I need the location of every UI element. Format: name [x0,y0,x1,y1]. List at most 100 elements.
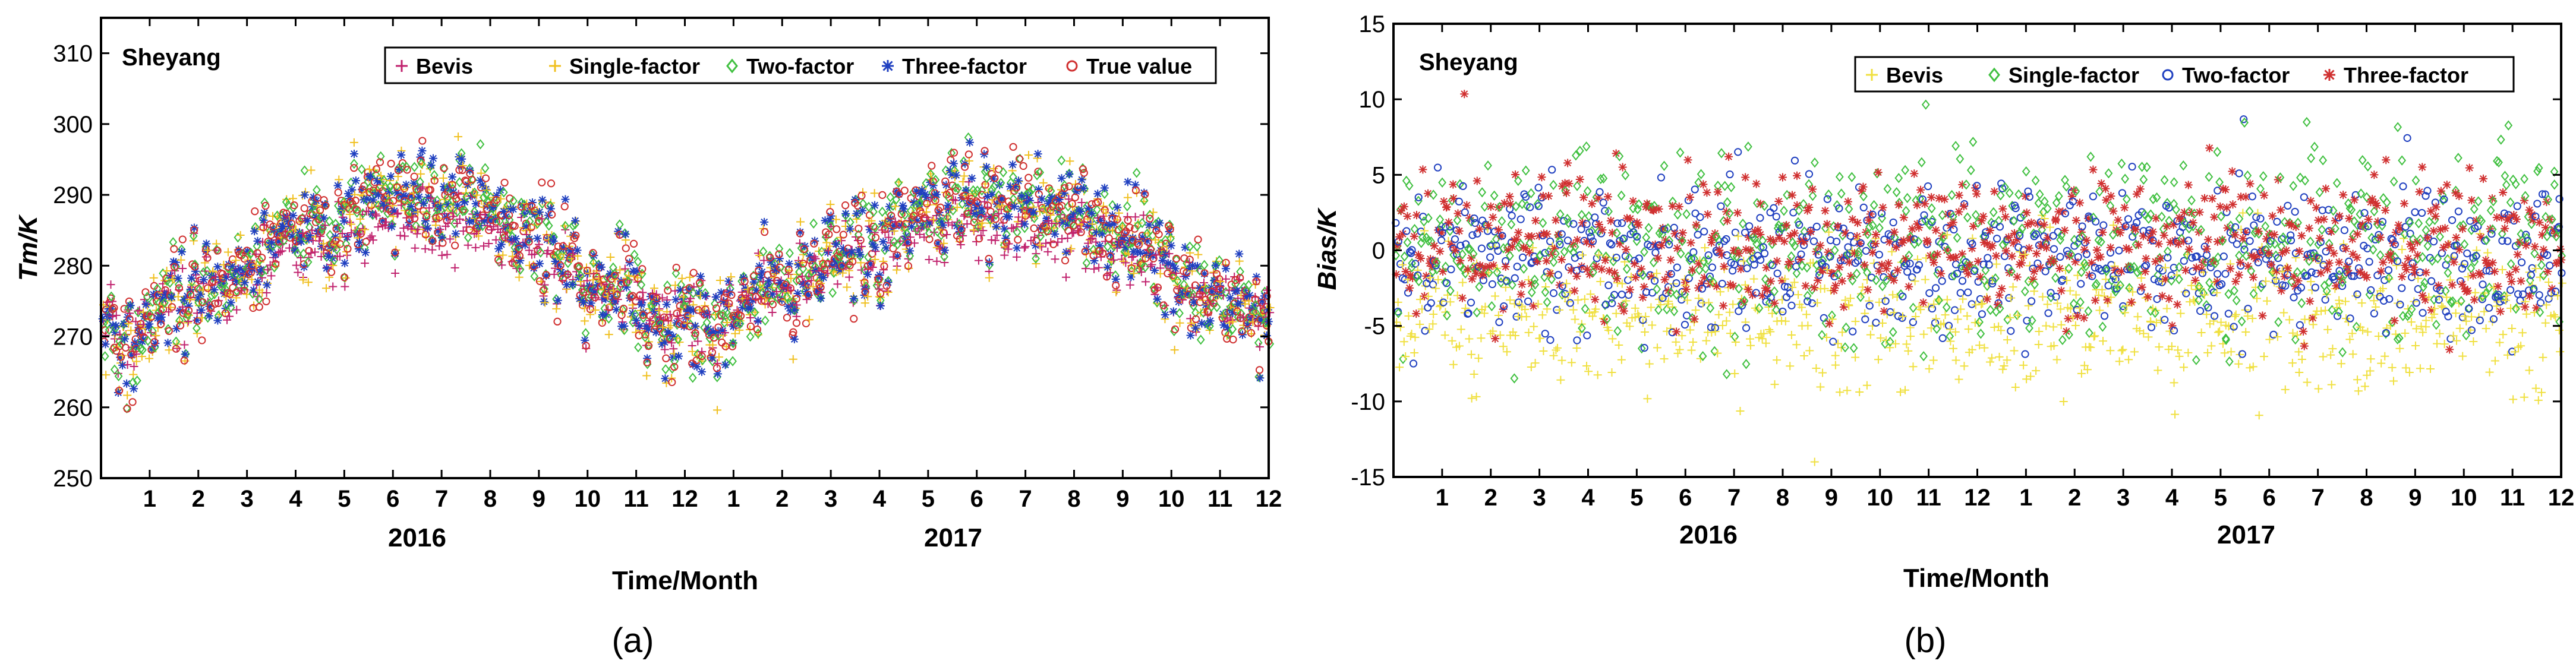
data-point [1822,333,1831,342]
data-point [1826,252,1834,261]
data-point [1793,171,1802,180]
data-point [1657,173,1666,182]
data-point [1252,273,1261,282]
data-point [910,198,919,207]
data-point [1749,274,1758,283]
data-point [1216,277,1225,286]
data-point [169,237,178,248]
data-point [376,177,384,186]
data-point [1678,229,1687,238]
data-point [1449,194,1458,203]
data-point [1155,230,1163,239]
data-point [827,211,835,220]
data-point [1694,230,1702,239]
data-point [358,224,367,233]
data-point [809,282,818,291]
data-point [459,206,467,217]
data-point [568,242,576,251]
data-point [261,201,270,210]
data-point [171,258,180,267]
data-point [1965,260,1974,269]
data-point [1635,199,1643,210]
data-point [1257,316,1266,325]
data-point [132,357,141,366]
data-point [589,257,598,268]
data-point [397,150,406,159]
data-point [645,316,654,325]
data-point [825,217,834,229]
data-point [458,154,466,163]
data-point [1184,290,1193,299]
data-point [366,172,375,181]
data-point [1494,225,1503,234]
data-point [893,252,902,261]
data-point [738,303,747,312]
data-point [525,235,534,244]
data-point [1703,210,1712,219]
data-point [1792,340,1801,349]
data-point [401,232,409,241]
data-point [112,321,121,330]
data-point [1496,331,1505,340]
data-point [1847,172,1856,182]
data-point [1855,249,1863,261]
data-point [155,298,163,308]
data-point [952,170,961,179]
data-point [1561,289,1569,298]
data-point [1725,308,1734,317]
data-point [1604,326,1613,335]
data-point [670,363,679,371]
data-point [1810,283,1819,292]
data-point [1818,330,1826,340]
data-point [1399,202,1408,211]
data-point [1708,263,1717,271]
data-point [125,315,134,323]
data-point [938,220,947,229]
data-point [910,239,919,248]
data-point [1819,266,1828,275]
data-point [1680,289,1689,300]
data-point [1849,327,1857,336]
data-point [1683,156,1692,165]
data-point [1727,182,1736,192]
data-point [1707,328,1716,337]
data-point [478,181,487,189]
data-point [1901,165,1909,175]
data-point [759,256,768,265]
data-point [515,252,524,260]
data-point [1735,249,1743,258]
data-point [1061,256,1070,265]
data-point [860,299,869,308]
data-point [1816,241,1825,250]
data-point [1256,342,1265,351]
data-point [752,286,761,295]
data-point [1563,213,1572,225]
data-point [1494,203,1503,212]
data-point [786,248,794,258]
data-point [792,275,801,286]
data-point [1954,207,1963,216]
data-point [630,249,639,260]
data-point [1588,200,1597,208]
data-point [1893,266,1902,274]
data-point [340,258,349,267]
data-point [1899,236,1908,245]
data-point [1909,302,1918,313]
data-point [1910,277,1919,286]
data-point [1889,276,1898,285]
data-point [421,244,430,253]
data-point [1625,252,1634,263]
data-point [1087,209,1096,218]
data-point [1188,261,1197,270]
data-point [775,254,784,263]
data-point [308,226,317,235]
data-point [1898,314,1906,322]
data-point [1605,267,1614,276]
data-point [297,232,305,241]
legend-label: True value [1086,54,1192,78]
data-point [1102,208,1111,217]
data-point [284,200,292,211]
data-point [1053,214,1062,225]
data-point [1865,296,1874,305]
data-point [576,271,585,282]
